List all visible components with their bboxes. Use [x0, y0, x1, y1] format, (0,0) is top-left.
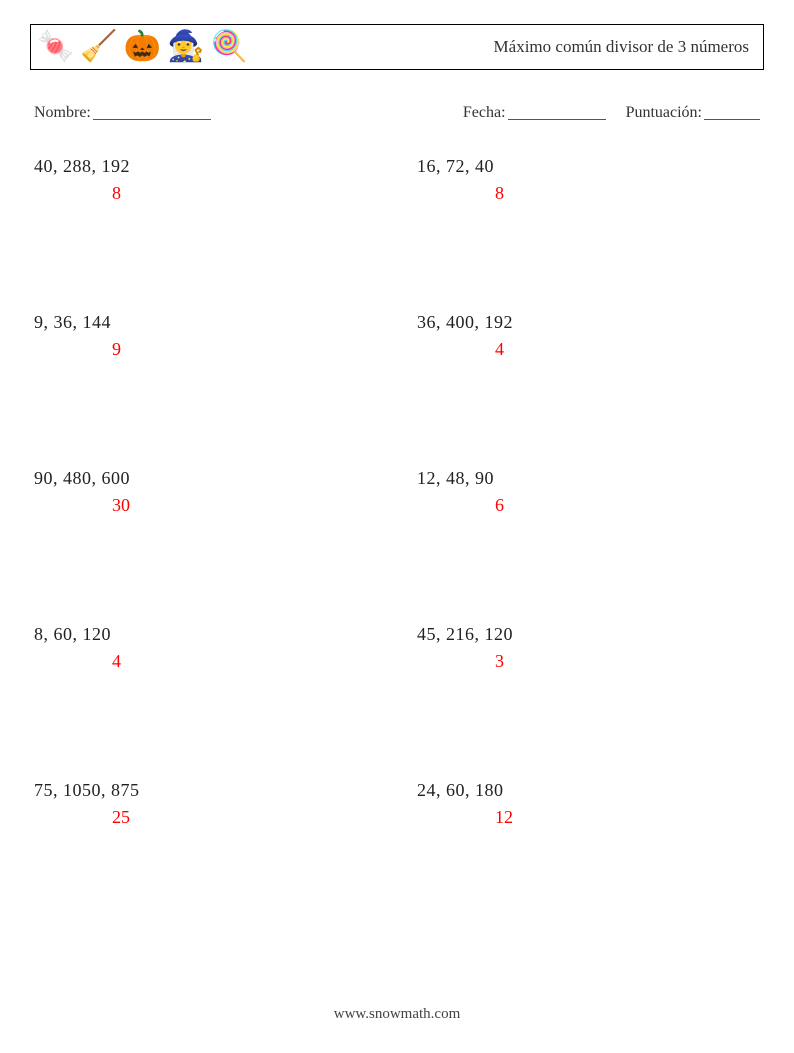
problem-numbers: 24, 60, 180 [417, 780, 760, 801]
score-label: Puntuación: [626, 104, 702, 121]
problem-numbers: 12, 48, 90 [417, 468, 760, 489]
problem-answer: 25 [34, 807, 377, 828]
problem-numbers: 9, 36, 144 [34, 312, 377, 333]
lollipop-icon: 🍭 [210, 32, 247, 62]
date-blank[interactable] [508, 119, 606, 120]
header-box: 🍬 🧹 🎃 🧙‍♀️ 🍭 Máximo común divisor de 3 n… [30, 24, 764, 70]
problem-answer: 30 [34, 495, 377, 516]
name-field: Nombre: [34, 104, 211, 122]
problem-numbers: 16, 72, 40 [417, 156, 760, 177]
problem-numbers: 40, 288, 192 [34, 156, 377, 177]
broom-icon: 🧹 [80, 32, 117, 62]
meta-row: Nombre: Fecha: Puntuación: [30, 104, 764, 122]
problem: 16, 72, 40 8 [417, 156, 760, 204]
problem-numbers: 8, 60, 120 [34, 624, 377, 645]
problem-answer: 12 [417, 807, 760, 828]
problem-answer: 9 [34, 339, 377, 360]
problem: 90, 480, 600 30 [34, 468, 377, 516]
problem: 24, 60, 180 12 [417, 780, 760, 828]
problem: 40, 288, 192 8 [34, 156, 377, 204]
date-field: Fecha: [463, 104, 606, 122]
problem-answer: 3 [417, 651, 760, 672]
problem-numbers: 90, 480, 600 [34, 468, 377, 489]
name-label: Nombre: [34, 104, 91, 121]
date-label: Fecha: [463, 104, 506, 121]
footer-link: www.snowmath.com [0, 1006, 794, 1023]
problem: 9, 36, 144 9 [34, 312, 377, 360]
problem-numbers: 36, 400, 192 [417, 312, 760, 333]
problem-answer: 4 [417, 339, 760, 360]
problem: 36, 400, 192 4 [417, 312, 760, 360]
problem-answer: 8 [34, 183, 377, 204]
score-blank[interactable] [704, 119, 760, 120]
name-blank[interactable] [93, 119, 211, 120]
candy-icon: 🍬 [37, 32, 74, 62]
score-field: Puntuación: [626, 104, 760, 122]
problem-numbers: 75, 1050, 875 [34, 780, 377, 801]
problem: 45, 216, 120 3 [417, 624, 760, 672]
problem: 12, 48, 90 6 [417, 468, 760, 516]
worksheet-title: Máximo común divisor de 3 números [494, 37, 749, 57]
problem-answer: 6 [417, 495, 760, 516]
problem-numbers: 45, 216, 120 [417, 624, 760, 645]
witch-icon: 🧙‍♀️ [167, 32, 204, 62]
problem-answer: 8 [417, 183, 760, 204]
problem: 8, 60, 120 4 [34, 624, 377, 672]
problem-answer: 4 [34, 651, 377, 672]
header-icons: 🍬 🧹 🎃 🧙‍♀️ 🍭 [37, 32, 248, 62]
problems-grid: 40, 288, 192 8 16, 72, 40 8 9, 36, 144 9… [30, 156, 764, 828]
pumpkin-icon: 🎃 [124, 32, 161, 62]
problem: 75, 1050, 875 25 [34, 780, 377, 828]
